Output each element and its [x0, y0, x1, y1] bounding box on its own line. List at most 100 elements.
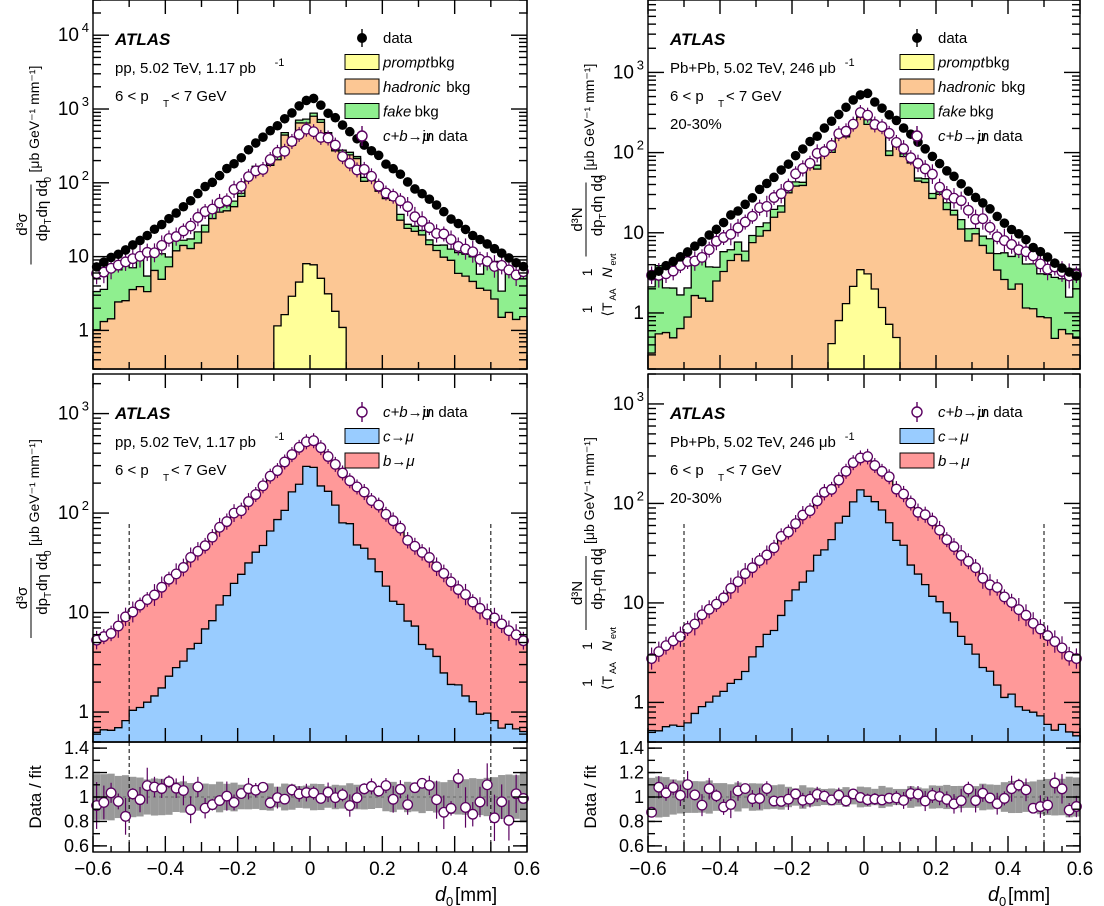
data-point [258, 132, 268, 142]
data-point [388, 163, 398, 174]
data-point [185, 195, 196, 206]
cb-data-point [718, 592, 730, 604]
y-tick-label: 10 [58, 99, 79, 120]
y-axis-label-part: ⟨T [599, 302, 615, 316]
data-point [323, 108, 333, 119]
fit-uncertainty-band [375, 785, 383, 809]
cb-data-point [192, 545, 204, 557]
data-point [798, 144, 808, 154]
cb-data-point [1070, 653, 1082, 665]
data-point [395, 169, 406, 180]
data-point [200, 181, 210, 192]
ratio-point [380, 780, 392, 792]
ratio-point [98, 796, 110, 808]
data-point [113, 249, 124, 260]
cb-data-point [192, 211, 204, 223]
legend-label-tail: in data [978, 404, 1024, 421]
pt-range-label-tail: < 7 GeV [171, 88, 226, 105]
cb-data-point [250, 489, 262, 500]
system-label: Pb+Pb, 5.02 TeV, 246 μb [670, 60, 836, 77]
data-point [453, 218, 464, 229]
ratio-point [308, 787, 320, 799]
data-point [373, 150, 384, 161]
ratio-y-tick-label: 1 [634, 787, 644, 807]
y-tick-label: 10 [68, 247, 89, 268]
ratio-point [725, 798, 737, 810]
ratio-point [710, 790, 722, 802]
cb-data-point [941, 534, 953, 546]
data-point [682, 247, 693, 257]
cb-data-point [1006, 239, 1018, 250]
ratio-point [689, 789, 701, 801]
legend-swatch-b [899, 452, 935, 469]
data-point [207, 177, 218, 188]
ratio-point [474, 796, 486, 808]
cb-data-point [1056, 642, 1068, 654]
data-point [985, 204, 995, 214]
data-point [834, 109, 844, 120]
y-tick-label-exponent: 3 [82, 399, 89, 414]
ratio-point [112, 795, 124, 807]
cb-data-point [847, 118, 859, 130]
legend-label-tail: bkg [415, 104, 439, 121]
data-point [301, 95, 312, 106]
ratio-point [264, 797, 276, 809]
legend-swatch-hadronic [344, 78, 380, 95]
cb-data-point [955, 195, 967, 207]
pt-range-label: 6 < p [670, 88, 704, 105]
cb-data-point [329, 139, 341, 151]
data-point [287, 108, 297, 118]
y-tick-label-exponent: 2 [637, 138, 644, 153]
data-point [149, 224, 160, 235]
data-point [250, 138, 261, 148]
ratio-point [1020, 784, 1032, 796]
data-point [1006, 224, 1017, 235]
y-axis-label-part: N [599, 640, 615, 651]
fit-uncertainty-band [763, 784, 771, 810]
legend-label-tail: bkg [446, 79, 470, 96]
y-tick-label: 10 [613, 493, 634, 514]
cb-data-point [926, 515, 938, 527]
ratio-point [790, 788, 802, 800]
ratio-point [177, 785, 189, 796]
y-axis-label-denominator: dp [589, 593, 606, 610]
pt-range-label: 6 < p [115, 88, 149, 105]
data-point [970, 192, 981, 203]
ratio-y-axis-label: Data / fit [581, 765, 600, 829]
cb-data-point [833, 474, 845, 486]
cb-data-point [423, 552, 435, 563]
data-point [142, 230, 153, 241]
ratio-y-tick-label: 1.2 [64, 763, 89, 783]
cb-data-point [177, 562, 189, 573]
atlas-label: ATLAS [669, 404, 726, 423]
y-axis-label-sub: 0 [43, 177, 54, 183]
x-tick-label: −0.6 [629, 859, 667, 880]
ratio-point [898, 795, 910, 806]
data-point [978, 198, 988, 208]
ratio-point [351, 792, 363, 804]
cb-data-point [912, 157, 924, 169]
cb-data-point [732, 222, 744, 234]
cb-data-point [243, 496, 254, 508]
ratio-point [322, 786, 334, 798]
x-tick-label: −0.4 [147, 859, 185, 880]
data-point [120, 245, 131, 255]
ratio-point [674, 789, 686, 801]
ratio-point [998, 792, 1010, 804]
atlas-label: ATLAS [114, 30, 171, 49]
ratio-point [517, 793, 529, 804]
data-point [898, 123, 909, 133]
cb-data-point [264, 154, 276, 166]
ratio-point [337, 789, 349, 801]
cb-data-point [481, 255, 493, 267]
cb-data-point [221, 516, 233, 528]
ratio-point [467, 808, 479, 820]
cb-data-point [185, 551, 197, 563]
cb-data-point [761, 200, 773, 212]
ratio-point [257, 781, 269, 793]
cb-data-point [308, 126, 320, 138]
cb-data-point [977, 572, 989, 584]
fit-uncertainty-band [382, 782, 390, 812]
y-tick-label: 10 [58, 173, 79, 194]
legend-swatch-fake [899, 103, 935, 119]
